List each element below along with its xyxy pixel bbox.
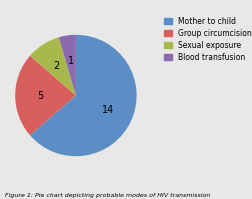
- Wedge shape: [58, 35, 76, 96]
- Text: 1: 1: [68, 56, 74, 66]
- Legend: Mother to child, Group circumcision, Sexual exposure, Blood transfusion: Mother to child, Group circumcision, Sex…: [163, 16, 251, 62]
- Wedge shape: [15, 56, 76, 135]
- Wedge shape: [30, 35, 136, 156]
- Text: Figure 1: Pie chart depicting probable modes of HIV transmission: Figure 1: Pie chart depicting probable m…: [5, 193, 210, 198]
- Text: 14: 14: [101, 105, 114, 115]
- Wedge shape: [30, 37, 76, 96]
- Text: 5: 5: [37, 91, 44, 100]
- Text: 2: 2: [53, 61, 60, 71]
